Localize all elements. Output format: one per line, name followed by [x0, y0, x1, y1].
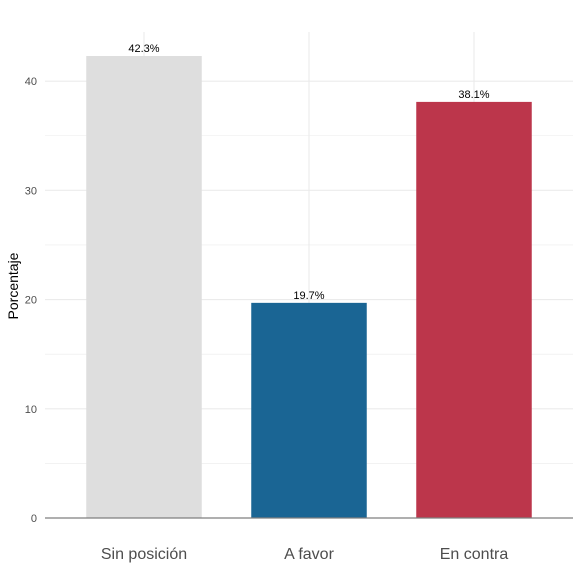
data-labels: 42.3% 19.7% 38.1% — [128, 43, 489, 302]
bar — [251, 302, 367, 518]
bar — [416, 101, 532, 518]
y-axis-title: Porcentaje — [5, 252, 21, 319]
data-label: 19.7% — [293, 290, 324, 302]
y-tick-labels: 0 10 20 30 40 — [25, 76, 37, 525]
x-tick-label: A favor — [284, 546, 334, 563]
y-tick-label: 30 — [25, 185, 37, 197]
x-tick-label: Sin posición — [101, 546, 187, 563]
y-tick-label: 0 — [31, 513, 37, 525]
data-label: 42.3% — [128, 43, 159, 55]
x-tick-label: En contra — [440, 546, 509, 563]
x-tick-labels: Sin posición A favor En contra — [101, 546, 508, 563]
bars — [86, 56, 532, 518]
data-label: 38.1% — [458, 89, 489, 101]
y-tick-label: 20 — [25, 295, 37, 307]
y-tick-label: 10 — [25, 404, 37, 416]
bar — [86, 56, 202, 518]
y-tick-label: 40 — [25, 76, 37, 88]
